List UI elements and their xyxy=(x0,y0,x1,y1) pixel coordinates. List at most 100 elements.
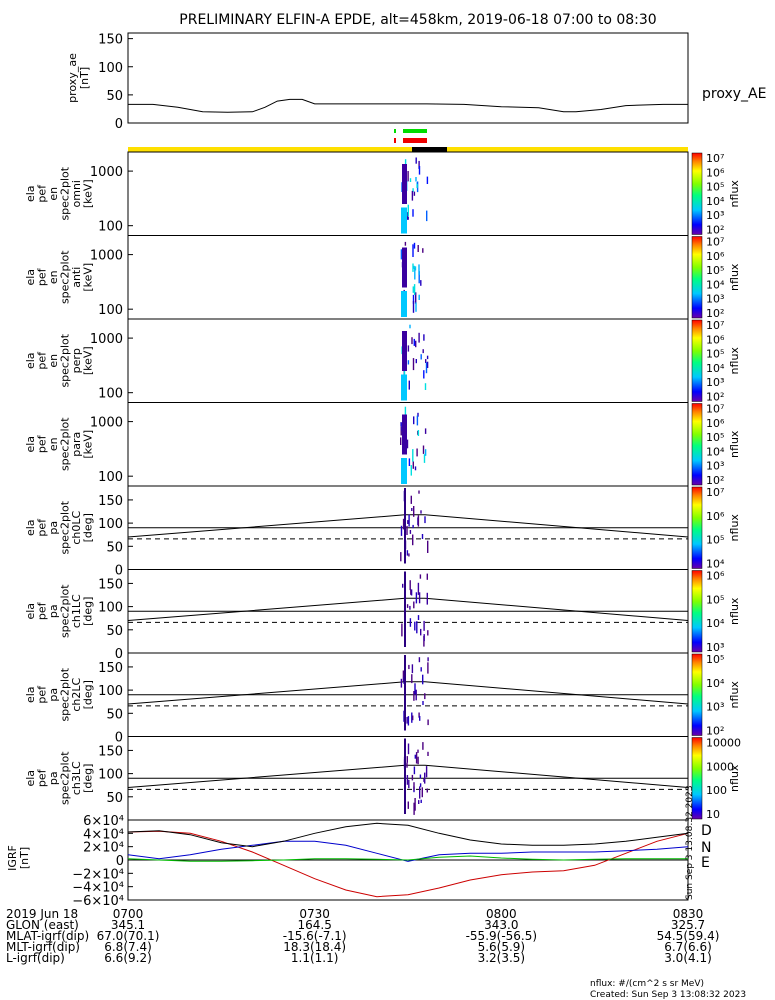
perp-ylabel-line: spec2plot xyxy=(59,333,72,387)
anti-ylabel-line: anti xyxy=(70,267,83,288)
omni-colorbar-tick: 10² xyxy=(706,224,724,237)
ch3-flux-mark xyxy=(415,752,418,764)
omni-flux-mark xyxy=(409,178,412,182)
footer-row-value: 1.1(1.1) xyxy=(291,951,339,965)
perp-flux-mark xyxy=(415,359,417,364)
ch1-flux-mark xyxy=(402,583,404,588)
ch0-flux-core xyxy=(404,488,406,564)
ch1-colorbar-tick: 10³ xyxy=(706,641,724,654)
ch2-colorbar-tick: 10² xyxy=(706,725,724,738)
flag-red-bar xyxy=(403,138,427,143)
ch2-flux-mark xyxy=(418,712,420,718)
ch0-flux-mark xyxy=(411,508,413,511)
ch2-ylabel-line: pa xyxy=(47,688,60,702)
perp-colorbar-tick: 10³ xyxy=(706,376,724,389)
ch3-flux-mark xyxy=(421,787,423,798)
ch3-flux-mark xyxy=(419,786,421,799)
ch2-flux-mark xyxy=(411,712,413,723)
para-flux-mark xyxy=(416,415,419,426)
ch1-flux-mark xyxy=(418,592,421,604)
ch1-flux-mark xyxy=(417,582,420,595)
ch0-colorbar-tick: 10⁶ xyxy=(706,510,725,523)
ch1-colorbar-tick: 10⁴ xyxy=(706,617,725,630)
anti-flux-mark xyxy=(404,241,407,246)
ch0-colorbar-tick: 10⁷ xyxy=(706,486,724,499)
spectrogram-ch0: 050100150elapefpaspec2plotch0LC[deg]10⁷1… xyxy=(24,485,741,579)
igrf-series-d xyxy=(127,830,689,898)
ch3-colorbar-tick: 100 xyxy=(706,784,727,797)
igrf-series-total xyxy=(127,822,689,848)
igrf-ytick-label: 6×10⁴ xyxy=(83,814,124,829)
footer-row-value: 3.0(4.1) xyxy=(664,951,712,965)
ch3-flux-mark xyxy=(419,783,422,787)
perp-ylabel: elapefenspec2plotperp[keV] xyxy=(24,333,95,387)
ch3-flux-mark xyxy=(413,802,415,815)
perp-flux-mark xyxy=(426,361,429,368)
ch3-ytick-label: 50 xyxy=(106,791,123,806)
ch0-flux-mark xyxy=(412,524,414,529)
omni-flux-mark xyxy=(415,177,417,182)
status-bar-black xyxy=(412,147,447,152)
created-stamp: Created: Sun Sep 3 13:08:32 2023 xyxy=(590,990,746,1000)
ae-ytick-label: 50 xyxy=(106,89,123,104)
omni-ylabel-line: en xyxy=(47,187,60,201)
anti-ytick-label: 1000 xyxy=(90,249,123,264)
anti-colorbar-tick: 10³ xyxy=(706,293,724,306)
ch1-ylabel-line: pa xyxy=(47,604,60,618)
ch0-flux-mark xyxy=(418,490,420,494)
ch3-flux-mark xyxy=(411,774,414,781)
igrf-legend-d: D xyxy=(701,823,712,839)
ch3-colorbar-rainbow-colorbar-icon xyxy=(691,737,703,820)
footer-row-value: 0830 xyxy=(673,907,704,921)
footer-row-value: -55.9(-56.5) xyxy=(466,929,537,943)
ch1-ylabel: elapefpaspec2plotch1LC[deg] xyxy=(24,584,95,638)
ch0-flux-mark xyxy=(407,520,409,524)
para-flux-mark xyxy=(400,437,402,445)
footer-row-value: 0730 xyxy=(299,907,330,921)
ch1-losscone-line xyxy=(127,597,689,622)
ae-ylabel-line: proxy_ae xyxy=(66,53,79,103)
footer-row-value: 54.5(59.4) xyxy=(657,929,720,943)
omni-colorbar-tick: 10³ xyxy=(706,209,724,222)
para-colorbar-tick: 10² xyxy=(706,474,724,487)
ch1-flux-mark xyxy=(410,589,413,596)
ch3-colorbar-tick: 10000 xyxy=(706,737,741,750)
spectrogram-ch2: 050100150elapefpaspec2plotch2LC[deg]10⁵1… xyxy=(24,652,741,746)
anti-flux-core xyxy=(401,291,407,317)
ch1-flux-mark xyxy=(409,618,412,627)
ch1-flux-mark xyxy=(423,636,425,647)
ch2-flux-mark xyxy=(402,670,405,682)
perp-flux-mark xyxy=(423,334,425,341)
anti-frame xyxy=(127,235,689,320)
ch2-flux-mark xyxy=(427,657,429,662)
anti-colorbar-tick: 10⁵ xyxy=(706,264,724,277)
figure-title: PRELIMINARY ELFIN-A EPDE, alt=458km, 201… xyxy=(179,12,656,28)
omni-colorbar-tick: 10⁶ xyxy=(706,166,725,179)
igrf-legend-n: N xyxy=(701,840,711,856)
footer-row-label: L-igrf(dip) xyxy=(6,951,65,965)
ch1-flux-mark xyxy=(426,592,428,605)
ae-ylabel: proxy_ae[nT] xyxy=(66,53,91,103)
perp-flux-mark xyxy=(408,380,410,390)
anti-flux-mark xyxy=(418,294,420,300)
ch3-flux-mark xyxy=(413,766,416,775)
footer-row-label: MLAT-igrf(dip) xyxy=(6,929,89,943)
ch2-flux-mark xyxy=(422,674,424,685)
ch1-flux-mark xyxy=(426,573,428,580)
ae-ylabel-line: [nT] xyxy=(78,67,91,89)
ch1-ylabel-line: ch1LC xyxy=(70,594,83,628)
footer-row-value: 5.6(5.9) xyxy=(478,940,526,954)
perp-ylabel-line: perp xyxy=(70,348,83,373)
ch0-ylabel-line: ela xyxy=(24,519,37,536)
ch1-colorbar-tick: 10⁶ xyxy=(706,570,725,583)
anti-flux-mark xyxy=(400,249,403,260)
ch1-ytick-label: 0 xyxy=(115,647,123,662)
perp-flux-mark xyxy=(415,340,417,348)
ch0-flux-mark xyxy=(412,534,414,546)
para-flux-core xyxy=(401,458,407,484)
ch3-colorbar-tick: 10 xyxy=(706,808,720,821)
igrf-legend-e: E xyxy=(701,855,710,871)
ch2-colorbar-tick: 10³ xyxy=(706,701,724,714)
ch1-flux-mark xyxy=(414,621,416,631)
anti-flux-mark xyxy=(413,265,415,269)
